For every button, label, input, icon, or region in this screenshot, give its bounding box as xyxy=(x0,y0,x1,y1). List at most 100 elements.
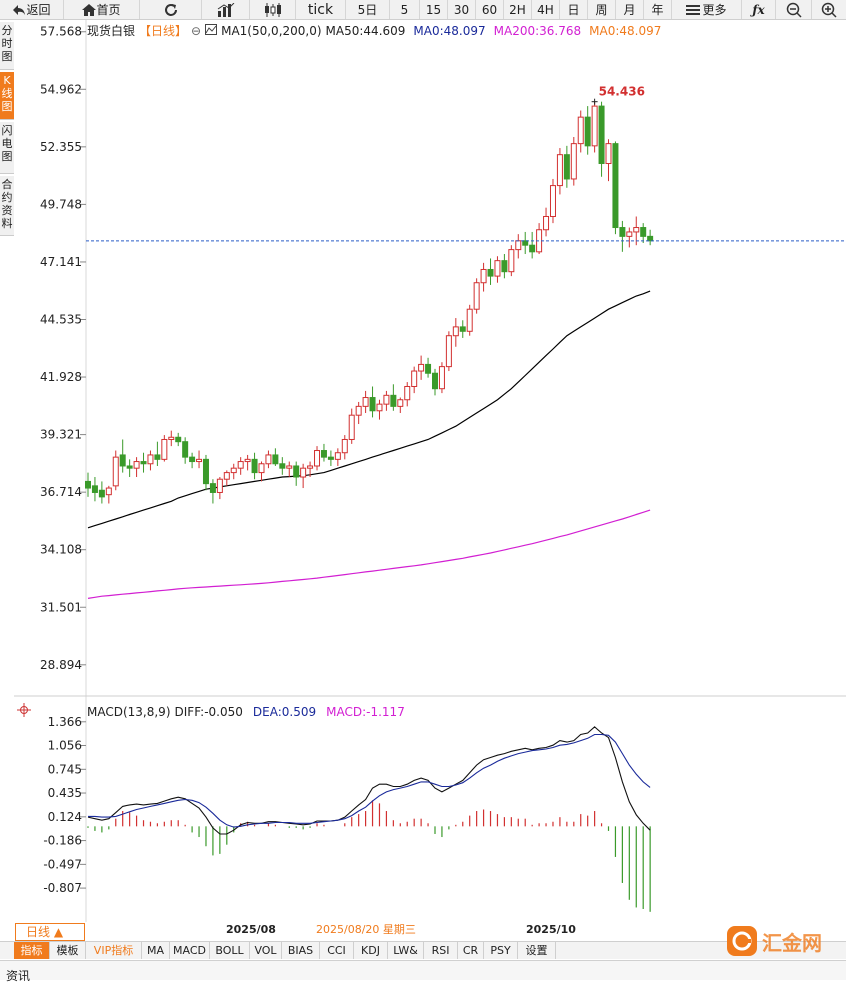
ma0-value-2: MA0:48.097 xyxy=(589,23,662,38)
candle-body xyxy=(369,397,376,412)
zoom-in-button[interactable] xyxy=(812,0,846,19)
side-tab-contract-info[interactable]: 合约资料 xyxy=(0,176,14,236)
price-tick-label: 47.141 xyxy=(40,255,82,269)
candle-body xyxy=(418,363,425,372)
indicator-tab-6[interactable]: VOL xyxy=(250,942,282,959)
period-week[interactable]: 周 xyxy=(588,0,616,19)
candle-body xyxy=(202,458,209,485)
indicator-tab-12[interactable]: CR xyxy=(458,942,484,959)
indicator-tab-10[interactable]: LW& xyxy=(388,942,424,959)
peak-label: 54.436 xyxy=(599,85,645,99)
indicator-tab-4[interactable]: MACD xyxy=(170,942,210,959)
zoom-out-icon xyxy=(786,2,802,18)
indicator-tab-7[interactable]: BIAS xyxy=(282,942,320,959)
period-2h[interactable]: 2H xyxy=(504,0,532,19)
zoom-out-button[interactable] xyxy=(776,0,812,19)
candle-body xyxy=(640,227,647,237)
line-chart-button[interactable] xyxy=(202,0,250,19)
dea-path xyxy=(88,733,651,828)
macd-tick-label: 0.124 xyxy=(48,810,82,824)
tick-button[interactable]: tick xyxy=(296,0,346,19)
date-axis: 2025/08 2025/08/20 星期三 2025/10 xyxy=(226,923,576,936)
indicator-tab-2[interactable]: VIP指标 xyxy=(86,942,142,959)
candle-body xyxy=(98,489,105,498)
refresh-button[interactable] xyxy=(140,0,202,19)
candle-body xyxy=(543,215,550,231)
candle-body xyxy=(85,480,91,489)
indicator-tab-11[interactable]: RSI xyxy=(424,942,458,959)
watermark-text: 汇金网 xyxy=(762,930,822,955)
candle-body xyxy=(251,458,258,474)
candle-body xyxy=(390,394,397,407)
indicator-tab-9[interactable]: KDJ xyxy=(354,942,388,959)
indicator-tab-1[interactable]: 模板 xyxy=(50,942,86,959)
price-tick-label: 28.894 xyxy=(40,658,82,672)
period-year[interactable]: 年 xyxy=(644,0,672,19)
candle-body xyxy=(432,372,438,390)
candle-body xyxy=(591,105,598,147)
candle-body xyxy=(119,454,126,467)
zoom-in-icon xyxy=(821,2,837,18)
indicator-tab-5[interactable]: BOLL xyxy=(210,942,250,959)
candle-body xyxy=(376,403,383,412)
macd-tick-label: -0.497 xyxy=(43,857,82,871)
macd-tick-label: 0.745 xyxy=(48,762,82,776)
period-day[interactable]: 日 xyxy=(560,0,588,19)
indicator-tab-14[interactable]: 设置 xyxy=(518,942,556,959)
period-5min[interactable]: 5 xyxy=(390,0,420,19)
candle-body xyxy=(577,116,584,145)
price-tick-label: 49.748 xyxy=(40,197,82,211)
back-label: 返回 xyxy=(26,3,51,17)
symbol-name: 现货白银 xyxy=(87,24,136,38)
crosshair-toggle[interactable] xyxy=(17,703,31,717)
candle-body xyxy=(175,436,182,443)
candle-body xyxy=(209,483,216,493)
candle-body xyxy=(286,465,293,469)
back-button[interactable]: 返回 xyxy=(0,0,64,19)
side-tab-flash[interactable]: 闪电图 xyxy=(0,122,14,174)
indicator-tab-13[interactable]: PSY xyxy=(484,942,518,959)
price-tick-label: 52.355 xyxy=(40,140,82,154)
indicator-tab-0[interactable]: 指标 xyxy=(14,942,50,959)
home-button[interactable]: 首页 xyxy=(64,0,140,19)
collapse-icon[interactable]: ⊖ xyxy=(191,23,202,38)
refresh-icon xyxy=(163,2,179,18)
candle-body xyxy=(334,452,341,460)
period-30min[interactable]: 30 xyxy=(448,0,476,19)
period-4h[interactable]: 4H xyxy=(532,0,560,19)
news-tab[interactable]: 资讯 xyxy=(6,969,31,983)
candle-chart-button[interactable] xyxy=(250,0,296,19)
watermark-logo: 汇金网 xyxy=(726,924,834,958)
indicator-tab-3[interactable]: MA xyxy=(142,942,170,959)
period-15min[interactable]: 15 xyxy=(420,0,448,19)
candle-body xyxy=(133,461,140,469)
candle-body xyxy=(105,487,112,496)
logo-icon xyxy=(727,926,757,956)
ma50-line xyxy=(87,290,651,529)
candle-body xyxy=(182,441,189,458)
period-60min[interactable]: 60 xyxy=(476,0,504,19)
formula-button[interactable]: ƒx xyxy=(742,0,776,19)
candle-body xyxy=(244,458,251,463)
period-select-button[interactable]: 日线 ▲ xyxy=(15,923,85,941)
menu-icon xyxy=(686,4,701,16)
macd-tick-label: -0.807 xyxy=(43,881,82,895)
period-5day[interactable]: 5日 xyxy=(346,0,390,19)
candle-body xyxy=(619,227,626,237)
indicator-tab-8[interactable]: CCI xyxy=(320,942,354,959)
candle-body xyxy=(341,438,348,454)
candle-body xyxy=(314,450,321,467)
macd-tick-label: 1.366 xyxy=(48,715,82,729)
side-tab-timeshare[interactable]: 分时图 xyxy=(0,22,14,70)
candle-body xyxy=(189,456,196,463)
candle-body xyxy=(196,458,203,463)
more-button[interactable]: 更多 xyxy=(672,0,742,19)
candle-body xyxy=(161,438,168,460)
candle-body xyxy=(466,308,473,332)
ma0-value: MA0:48.097 xyxy=(413,23,486,38)
kline-chart[interactable]: 57.568 54.962 52.355 49.748 47.141 44.535 41.9… xyxy=(0,20,846,940)
candle-body xyxy=(508,249,515,273)
macd-tick-label: 0.435 xyxy=(48,786,82,800)
period-month[interactable]: 月 xyxy=(616,0,644,19)
